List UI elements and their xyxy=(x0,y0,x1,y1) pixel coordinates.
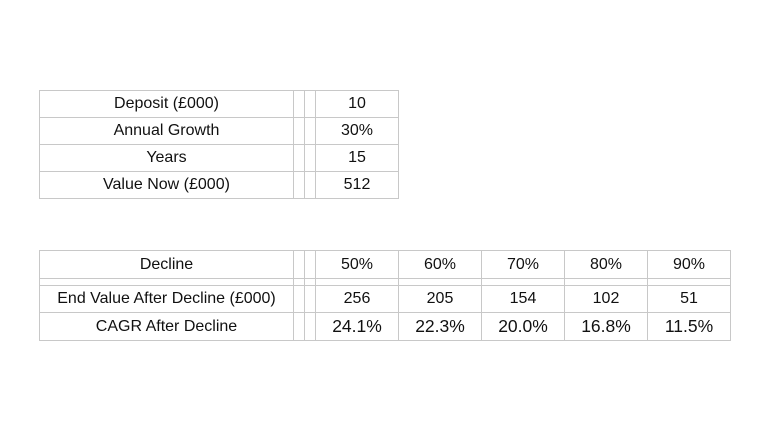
table-row: CAGR After Decline 24.1% 22.3% 20.0% 16.… xyxy=(39,312,731,341)
deposit-value: 10 xyxy=(315,90,399,118)
spacer-cell xyxy=(293,312,305,341)
end-value: 102 xyxy=(564,285,648,313)
spacer-cell xyxy=(304,278,316,286)
spacer-cell xyxy=(293,117,305,145)
annual-growth-value: 30% xyxy=(315,117,399,145)
decline-table: Decline 50% 60% 70% 80% 90% End Value Af… xyxy=(39,250,731,341)
spacer-cell xyxy=(481,278,565,286)
end-value: 256 xyxy=(315,285,399,313)
spacer-cell xyxy=(315,278,399,286)
inputs-table: Deposit (£000) 10 Annual Growth 30% Year… xyxy=(39,90,399,199)
spacer-cell xyxy=(304,250,316,279)
spacer-cell xyxy=(304,171,316,199)
spacer-cell xyxy=(39,278,294,286)
cagr-value: 24.1% xyxy=(315,312,399,341)
table-row: Years 15 xyxy=(39,144,399,172)
spacer-cell xyxy=(304,117,316,145)
spacer-cell xyxy=(304,144,316,172)
spacer-cell xyxy=(304,312,316,341)
end-value: 154 xyxy=(481,285,565,313)
table-row: Value Now (£000) 512 xyxy=(39,171,399,199)
annual-growth-label: Annual Growth xyxy=(39,117,294,145)
decline-label: Decline xyxy=(39,250,294,279)
decline-value: 70% xyxy=(481,250,565,279)
table-row: End Value After Decline (£000) 256 205 1… xyxy=(39,285,731,313)
decline-value: 60% xyxy=(398,250,482,279)
deposit-label: Deposit (£000) xyxy=(39,90,294,118)
spacer-cell xyxy=(293,90,305,118)
end-value: 51 xyxy=(647,285,731,313)
spacer-row xyxy=(39,278,731,286)
cagr-value: 20.0% xyxy=(481,312,565,341)
cagr-value: 22.3% xyxy=(398,312,482,341)
table-row: Decline 50% 60% 70% 80% 90% xyxy=(39,250,731,279)
end-value: 205 xyxy=(398,285,482,313)
table-row: Deposit (£000) 10 xyxy=(39,90,399,118)
cagr-value: 11.5% xyxy=(647,312,731,341)
value-now-label: Value Now (£000) xyxy=(39,171,294,199)
cagr-label: CAGR After Decline xyxy=(39,312,294,341)
decline-value: 50% xyxy=(315,250,399,279)
cagr-value: 16.8% xyxy=(564,312,648,341)
spacer-cell xyxy=(304,90,316,118)
years-label: Years xyxy=(39,144,294,172)
spacer-cell xyxy=(564,278,648,286)
spacer-cell xyxy=(647,278,731,286)
table-row: Annual Growth 30% xyxy=(39,117,399,145)
years-value: 15 xyxy=(315,144,399,172)
spacer-cell xyxy=(293,250,305,279)
end-value-label: End Value After Decline (£000) xyxy=(39,285,294,313)
spacer-cell xyxy=(293,171,305,199)
decline-value: 80% xyxy=(564,250,648,279)
value-now-value: 512 xyxy=(315,171,399,199)
spacer-cell xyxy=(293,285,305,313)
spacer-cell xyxy=(304,285,316,313)
spacer-cell xyxy=(293,278,305,286)
decline-value: 90% xyxy=(647,250,731,279)
spacer-cell xyxy=(398,278,482,286)
spacer-cell xyxy=(293,144,305,172)
